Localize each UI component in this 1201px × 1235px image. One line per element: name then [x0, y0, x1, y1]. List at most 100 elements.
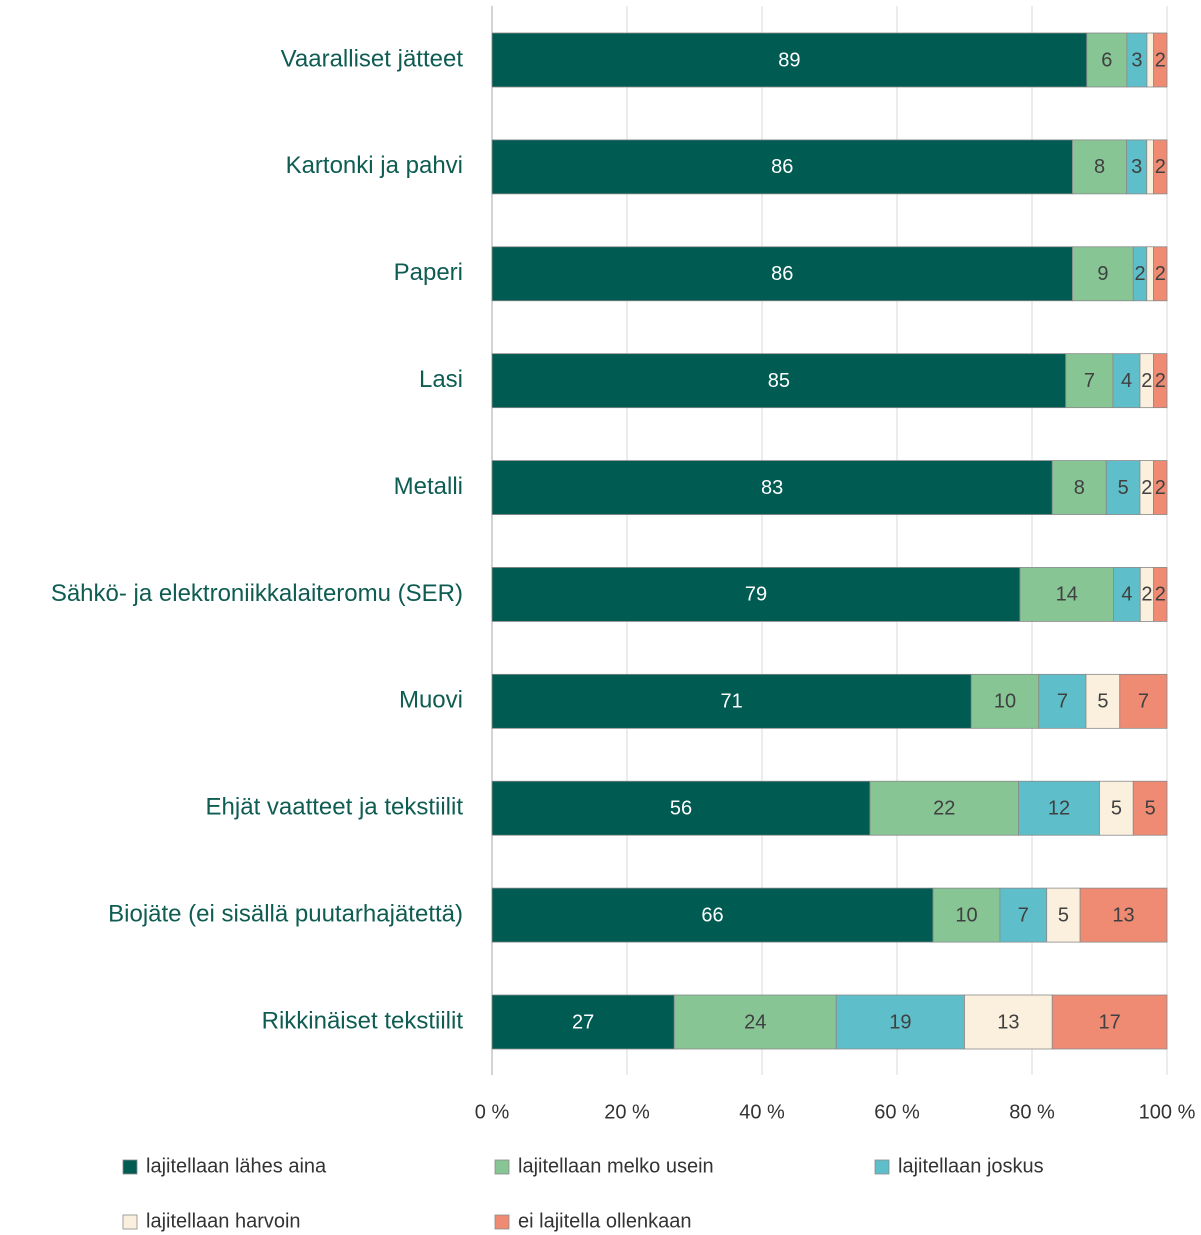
data-label: 2: [1155, 263, 1166, 285]
data-label: 3: [1131, 49, 1142, 71]
data-label: 2: [1155, 370, 1166, 392]
legend-swatch: [122, 1214, 138, 1230]
data-label: 3: [1131, 156, 1142, 178]
bar-segment: [1079, 887, 1168, 943]
category-label: Muovi: [399, 687, 463, 714]
bar-segment: [1153, 32, 1168, 88]
data-label: 19: [889, 1011, 911, 1033]
legend-label: lajitellaan harvoin: [146, 1210, 301, 1232]
data-label: 86: [771, 156, 793, 178]
bar-segment: [1146, 246, 1154, 302]
bar-segment: [1099, 780, 1134, 836]
data-label: 6: [1101, 49, 1112, 71]
bar-segment: [999, 887, 1048, 943]
data-label: 5: [1111, 798, 1122, 820]
data-label: 2: [1155, 477, 1166, 499]
bar-segment: [673, 994, 837, 1050]
bar-segment: [1119, 673, 1168, 729]
data-label: 2: [1155, 156, 1166, 178]
data-label: 66: [701, 904, 723, 926]
category-label: Kartonki ja pahvi: [286, 152, 463, 179]
bar-segment: [491, 673, 972, 729]
x-tick-label: 0 %: [475, 1101, 510, 1123]
data-label: 86: [771, 263, 793, 285]
data-label: 8: [1094, 156, 1105, 178]
data-label: 4: [1121, 370, 1132, 392]
bar-segment: [1072, 246, 1134, 302]
legend-label: lajitellaan lähes aina: [146, 1155, 327, 1177]
data-label: 56: [670, 798, 692, 820]
bar-segment: [964, 994, 1053, 1050]
legend-swatch: [494, 1159, 510, 1175]
data-label: 8: [1074, 477, 1085, 499]
data-label: 2: [1155, 49, 1166, 71]
bar-segment: [491, 780, 871, 836]
bar-segment: [1153, 567, 1168, 622]
bar-segment: [1113, 567, 1141, 622]
data-label: 24: [744, 1011, 766, 1033]
bar-segment: [491, 567, 1021, 622]
x-tick-label: 40 %: [739, 1101, 785, 1123]
data-label: 5: [1097, 691, 1108, 713]
data-label: 14: [1056, 584, 1078, 606]
legend-swatch: [494, 1214, 510, 1230]
bar-segment: [491, 353, 1067, 409]
bar-segment: [1146, 139, 1154, 195]
category-label: Biojäte (ei sisällä puutarhajätettä): [108, 900, 463, 927]
data-label: 7: [1138, 691, 1149, 713]
x-tick-label: 100 %: [1139, 1101, 1196, 1123]
category-label: Sähkö- ja elektroniikkalaiteromu (SER): [51, 580, 463, 607]
x-tick-label: 60 %: [874, 1101, 920, 1123]
data-label: 13: [1112, 904, 1134, 926]
data-label: 27: [572, 1011, 594, 1033]
legend-label: ei lajitella ollenkaan: [518, 1210, 691, 1232]
x-tick-label: 80 %: [1009, 1101, 1055, 1123]
data-label: 5: [1118, 477, 1129, 499]
data-label: 85: [768, 370, 790, 392]
bar-segment: [1153, 460, 1168, 515]
bar-segment: [1051, 994, 1168, 1050]
category-label: Lasi: [419, 366, 463, 393]
category-label: Vaaralliset jätteet: [281, 45, 464, 72]
bar-segment: [1146, 32, 1155, 88]
data-label: 10: [955, 904, 977, 926]
data-label: 2: [1141, 370, 1152, 392]
bar-segment: [1153, 353, 1168, 409]
data-label: 4: [1121, 584, 1132, 606]
data-label: 7: [1084, 370, 1095, 392]
data-label: 7: [1057, 691, 1068, 713]
data-label: 89: [778, 49, 800, 71]
bar-segment: [1065, 353, 1114, 409]
data-label: 2: [1141, 477, 1152, 499]
legend-swatch: [874, 1159, 890, 1175]
data-label: 2: [1134, 263, 1145, 285]
bar-segment: [1105, 460, 1141, 515]
legend-label: lajitellaan joskus: [898, 1155, 1044, 1177]
bar-segment: [491, 32, 1088, 88]
bar-segment: [970, 673, 1040, 729]
data-label: 2: [1155, 584, 1166, 606]
bar-segment: [491, 139, 1073, 195]
data-label: 7: [1018, 904, 1029, 926]
bar-segment: [1132, 780, 1168, 836]
category-label: Paperi: [394, 259, 463, 286]
data-label: 10: [994, 691, 1016, 713]
data-label: 83: [761, 477, 783, 499]
bar-segment: [491, 460, 1053, 515]
data-label: 12: [1048, 798, 1070, 820]
x-tick-label: 20 %: [604, 1101, 650, 1123]
legend-label: lajitellaan melko usein: [518, 1155, 714, 1177]
data-label: 71: [721, 691, 743, 713]
data-label: 22: [933, 798, 955, 820]
data-label: 5: [1145, 798, 1156, 820]
bar-segment: [1153, 139, 1168, 195]
bar-segment: [1153, 246, 1168, 302]
bar-segment: [869, 780, 1019, 836]
data-label: 9: [1097, 263, 1108, 285]
data-label: 2: [1141, 584, 1152, 606]
category-label: Ehjät vaatteet ja tekstiilit: [206, 794, 464, 821]
bar-segment: [835, 994, 965, 1050]
bar-segment: [1019, 567, 1114, 622]
bar-segment: [1046, 887, 1081, 943]
